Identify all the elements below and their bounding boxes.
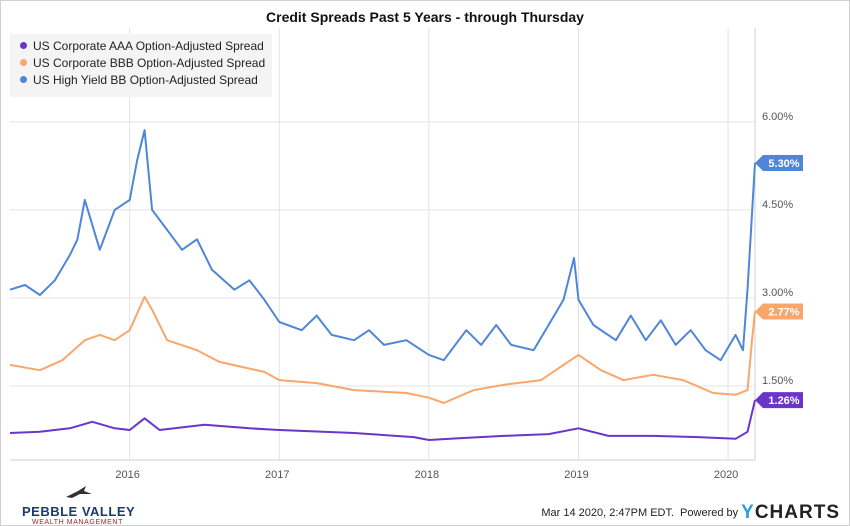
ycharts-logo[interactable]: YCHARTS: [741, 502, 840, 524]
logo-name: PEBBLE VALLEY: [22, 504, 136, 519]
legend-dot-icon: [20, 59, 27, 66]
y-tick-label: 3.00%: [762, 287, 793, 299]
y-tick-label: 4.50%: [762, 199, 793, 211]
eagle-icon: [66, 486, 92, 498]
ycharts-logo-y: Y: [741, 502, 755, 523]
footer: Mar 14 2020, 2:47PM EDT. Powered by YCHA…: [541, 502, 840, 524]
end-value-label: 5.30%: [768, 158, 799, 170]
powered-by-label: Powered by: [680, 507, 739, 519]
legend-label: US Corporate AAA Option-Adjusted Spread: [33, 38, 264, 53]
x-tick-label: 2017: [265, 469, 289, 481]
ycharts-logo-text: CHARTS: [754, 502, 840, 523]
logo-subtitle: WEALTH MANAGEMENT: [32, 519, 123, 526]
series-line-2: [9, 129, 756, 362]
timestamp: Mar 14 2020, 2:47PM EDT.: [541, 507, 675, 519]
legend-dot-icon: [20, 42, 27, 49]
x-tick-label: 2018: [415, 469, 439, 481]
end-value-badge: [755, 154, 803, 171]
end-value-badge: [755, 392, 803, 409]
series-line-0: [9, 399, 756, 441]
x-tick-label: 2019: [564, 469, 588, 481]
end-value-label: 2.77%: [768, 306, 799, 318]
legend-item-aaa[interactable]: US Corporate AAA Option-Adjusted Spread: [20, 37, 272, 54]
legend-item-bbb[interactable]: US Corporate BBB Option-Adjusted Spread: [20, 54, 272, 71]
pebble-valley-logo: PEBBLE VALLEY WEALTH MANAGEMENT: [22, 485, 135, 526]
legend-label: US High Yield BB Option-Adjusted Spread: [33, 72, 258, 87]
end-value-label: 1.26%: [768, 395, 799, 407]
end-value-badge: [755, 303, 803, 320]
legend: US Corporate AAA Option-Adjusted Spread …: [10, 34, 272, 97]
x-tick-label: 2020: [714, 469, 738, 481]
y-tick-label: 6.00%: [762, 111, 793, 123]
y-tick-label: 1.50%: [762, 375, 793, 387]
chart-title: Credit Spreads Past 5 Years - through Th…: [266, 9, 584, 25]
legend-dot-icon: [20, 76, 27, 83]
x-tick-label: 2016: [115, 469, 139, 481]
legend-item-hy-bb[interactable]: US High Yield BB Option-Adjusted Spread: [20, 71, 272, 88]
legend-label: US Corporate BBB Option-Adjusted Spread: [33, 55, 266, 70]
series-line-1: [9, 295, 756, 404]
